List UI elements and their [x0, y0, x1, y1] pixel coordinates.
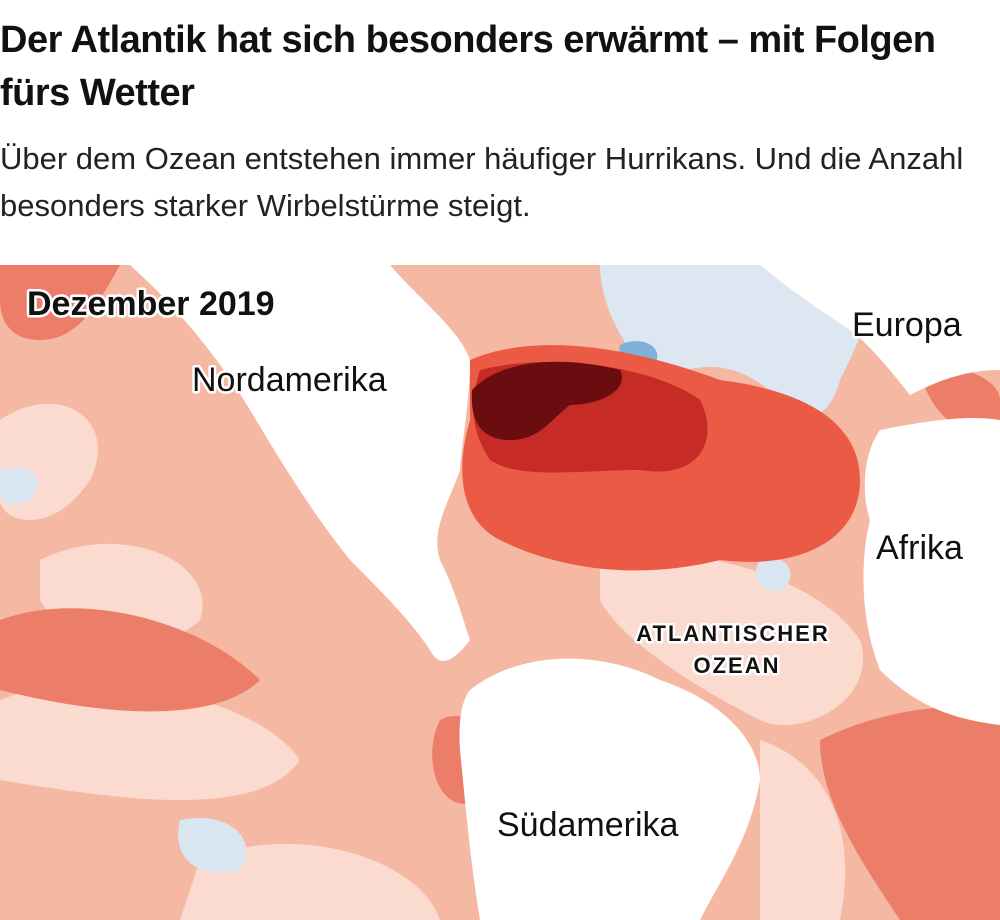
continent-label: Südamerika	[497, 806, 679, 844]
map: Dezember 2019 Nordamerika Europa Afrika …	[0, 265, 1000, 920]
subtitle: Über dem Ozean entstehen immer häufiger …	[0, 141, 964, 223]
title: Der Atlantik hat sich besonders erwärmt …	[0, 19, 936, 114]
continent-label: Afrika	[876, 529, 963, 567]
date-label: Dezember 2019	[27, 285, 275, 323]
land	[130, 265, 1000, 920]
continent-label: Europa	[852, 306, 962, 344]
ocean-label: OZEAN	[694, 653, 781, 678]
ocean-label: ATLANTISCHER	[636, 621, 829, 646]
continent-label: Nordamerika	[192, 361, 387, 399]
